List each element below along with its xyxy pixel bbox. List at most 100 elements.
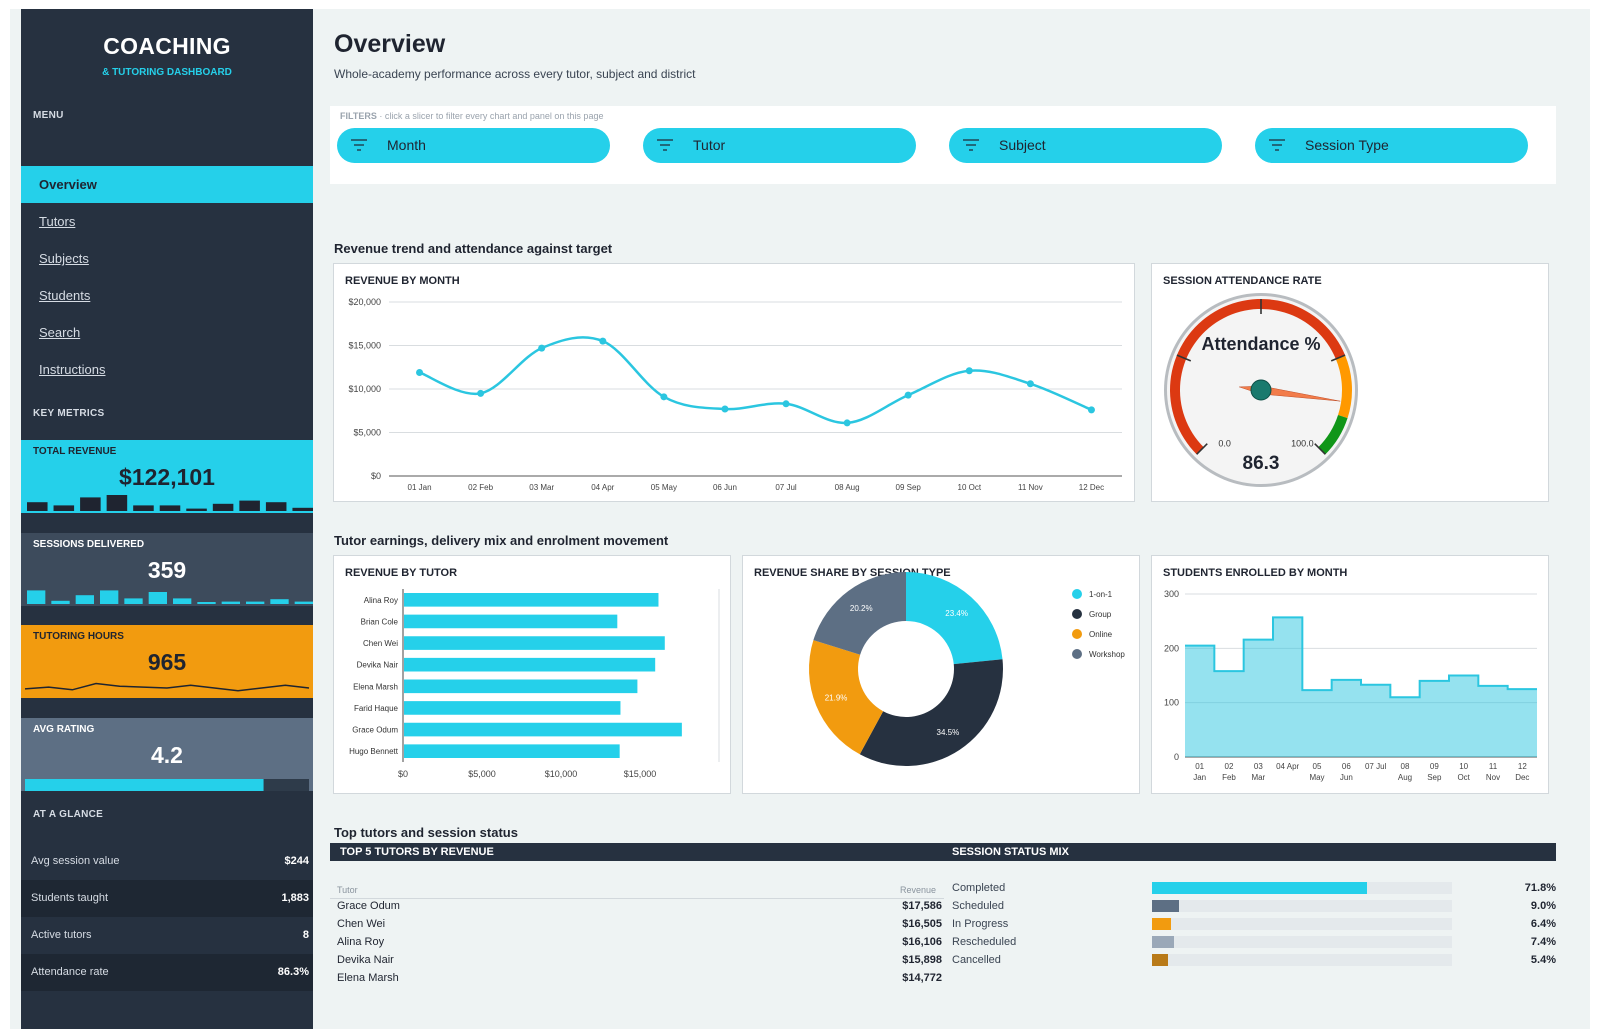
tutor-name: Alina Roy: [337, 936, 385, 948]
y-tick-label: 200: [1164, 643, 1179, 653]
slicer-month[interactable]: Month: [337, 128, 610, 163]
revenue-by-tutor-chart: $0 $5,000 $10,000 $15,000 Alina Roy Brian Col…: [349, 589, 720, 779]
donut-slice: [809, 640, 884, 755]
kpi-value: 359: [147, 557, 187, 583]
students-enrolled-chart: 0 100 200 300 01 Jan 02 Feb 03 Mar 04 Apr 05 May 06 Ju…: [1164, 589, 1537, 782]
bar: [404, 636, 665, 650]
status-bar-fill: [1152, 882, 1368, 894]
kpi-spark-bar: [124, 598, 143, 604]
sidebar-item-students[interactable]: Students: [39, 288, 91, 303]
status-bar-fill: [1152, 936, 1175, 948]
status-bar-track: [1152, 918, 1452, 930]
x-tick-label: Sep: [1427, 773, 1442, 782]
slice-label: 21.9%: [825, 693, 848, 702]
status-bar-track: [1152, 954, 1452, 966]
data-point: [904, 391, 912, 399]
glance-row: Attendance rate 86.3%: [21, 954, 313, 991]
app-title: COACHING: [103, 33, 231, 59]
kpi-spark-bar: [173, 598, 192, 604]
sidebar-item-instructions[interactable]: Instructions: [39, 362, 106, 377]
tutor-revenue: $15,898: [902, 954, 942, 966]
status-percent: 71.8%: [1524, 882, 1556, 894]
kpi-tutoring-hours: TUTORING HOURS 965: [21, 625, 313, 698]
attendance-gauge: Attendance % 0.0 100.0 86.3: [1164, 293, 1358, 487]
glance-value: 8: [302, 929, 309, 941]
kpi-spark-bar: [51, 600, 70, 604]
category-label: Farid Haque: [354, 704, 399, 713]
slicer-subject[interactable]: Subject: [949, 128, 1222, 163]
status-bar-track: [1152, 900, 1452, 912]
gauge-tick: [1176, 354, 1192, 362]
legend-label: Workshop: [1089, 650, 1125, 659]
kpi-label: AVG RATING: [33, 724, 95, 735]
data-point: [721, 405, 729, 413]
x-tick-label: 08 Aug: [835, 483, 860, 492]
bar: [404, 722, 682, 737]
category-label: Hugo Bennett: [349, 747, 399, 756]
x-tick-label: Mar: [1251, 773, 1265, 782]
filter-hint-text: click a slicer to filter every chart and…: [384, 111, 604, 121]
x-tick-label: 04 Apr: [591, 483, 614, 492]
x-tick-label: 12 Dec: [1079, 483, 1104, 492]
x-tick-label: 03: [1254, 762, 1263, 771]
kpi-value: $122,101: [119, 464, 215, 490]
legend-swatch: [1072, 589, 1082, 599]
kpi-spark-bar: [246, 601, 265, 604]
kpi-spark-bar: [221, 601, 240, 604]
bar: [404, 657, 656, 672]
slice-label: 34.5%: [937, 728, 960, 737]
chart-title: SESSION ATTENDANCE RATE: [1163, 275, 1322, 287]
x-tick-label: 09: [1430, 762, 1439, 771]
gauge-tick: [1330, 354, 1346, 362]
data-point: [477, 389, 485, 397]
attendance-gauge-card: SESSION ATTENDANCE RATE Attendance % 0.0 1…: [1151, 263, 1549, 502]
gauge-tick: [1314, 443, 1326, 455]
data-point: [965, 367, 973, 375]
x-tick-label: 05: [1313, 762, 1322, 771]
x-tick-label: 06 Jun: [713, 483, 737, 492]
x-tick-label: 01 Jan: [408, 483, 432, 492]
slicer-tutor[interactable]: Tutor: [643, 128, 916, 163]
filter-hint: FILTERS · click a slicer to filter every…: [340, 111, 604, 121]
status-label: In Progress: [952, 918, 1009, 930]
category-label: Grace Odum: [352, 726, 398, 735]
sidebar-item-tutors[interactable]: Tutors: [39, 214, 76, 229]
kpi-value: 965: [147, 649, 187, 675]
kpi-progress-fill: [25, 779, 264, 791]
filter-icon: [351, 139, 367, 151]
revenue-by-tutor-card: REVENUE BY TUTOR $0 $5,000 $10,000 $15,000 A…: [333, 555, 731, 794]
kpi-progress: [25, 779, 309, 791]
donut-slice: [859, 659, 1003, 766]
donut-slice: [813, 572, 906, 655]
tutor-name: Elena Marsh: [337, 972, 399, 984]
x-tick-label: 01: [1195, 762, 1204, 771]
table-row: Alina Roy $16,106: [330, 933, 944, 951]
slicer-session-type[interactable]: Session Type: [1255, 128, 1528, 163]
gauge-hub: [1250, 379, 1272, 401]
sidebar-item-subjects[interactable]: Subjects: [39, 251, 89, 266]
x-tick-label: 02 Feb: [468, 483, 493, 492]
tutor-revenue: $16,106: [902, 936, 942, 948]
status-row: In Progress 6.4%: [952, 915, 1556, 933]
kpi-avg-rating: AVG RATING 4.2: [21, 718, 313, 791]
data-point: [843, 419, 851, 427]
kpi-spark-bar: [27, 502, 48, 511]
revenue-by-month-card: REVENUE BY MONTH $0 $5,000 $10,000 $15,000 $…: [333, 263, 1135, 502]
kpi-value: 4.2: [151, 742, 183, 768]
filter-icon: [1269, 139, 1285, 151]
x-tick-label: 05 May: [651, 483, 677, 492]
chart-title: STUDENTS ENROLLED BY MONTH: [1163, 567, 1348, 579]
x-tick-label: 03 Mar: [529, 483, 554, 492]
gauge-max-label: 100.0: [1291, 439, 1314, 449]
column-header-revenue: Revenue: [899, 885, 936, 895]
sidebar-item-search[interactable]: Search: [39, 325, 81, 340]
kpi-spark-bar: [159, 505, 181, 511]
status-bar-fill: [1152, 954, 1169, 966]
filter-panel: FILTERS · click a slicer to filter every…: [330, 106, 1556, 184]
kpi-sparkline: [27, 590, 313, 604]
filter-icon: [657, 139, 673, 151]
filter-icon: [963, 139, 979, 151]
filter-heading: FILTERS: [340, 111, 377, 121]
sidebar-item-overview[interactable]: Overview: [21, 166, 313, 203]
bar: [404, 744, 620, 758]
